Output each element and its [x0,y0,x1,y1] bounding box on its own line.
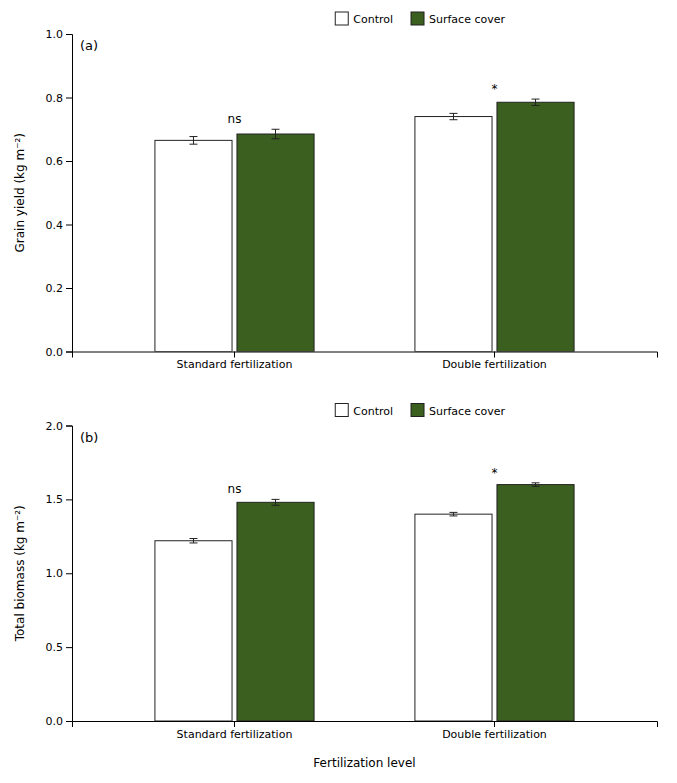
tick: Double fertilization [442,352,547,372]
error-bar [189,539,197,543]
bar [497,102,574,351]
tick: 0.5 [46,641,73,654]
bar [237,134,314,351]
legend-swatch [411,12,424,25]
tick-mark [66,499,72,500]
tick: 2.0 [46,420,73,433]
bar [155,140,232,351]
legend-entry: Control [353,405,393,418]
tick: 0.0 [46,346,73,359]
tick: Double fertilization [442,721,547,741]
error-bar [272,499,280,505]
tick: 0.8 [46,92,73,105]
y-axis: 0.0 0.5 1.0 1.5 2.0 [46,420,73,729]
x-axis-title: Fertilization level [313,756,415,770]
axis-line [66,35,73,353]
y-axis-title: Grain yield (kg m⁻²) [13,133,27,253]
axis-line [73,352,658,358]
y-axis-title: Total biomass (kg m⁻²) [13,505,27,642]
legend: Control Surface cover [335,12,505,26]
tick-label: 2.0 [46,420,64,433]
legend-entry: Surface cover [429,405,505,418]
tick: Standard fertilization [177,721,293,741]
tick-mark [494,721,495,727]
tick: 1.0 [46,567,73,580]
tick-label: Standard fertilization [177,358,293,371]
y-axis: 0.0 0.2 0.4 0.6 0.8 1.0 [46,28,73,359]
tick-label: 1.0 [46,28,64,41]
tick: Standard fertilization [177,352,293,372]
error-bar [449,512,457,516]
bar [415,514,492,721]
significance-label: ns [228,112,242,126]
panel-label: (a) [80,38,98,53]
tick-label: Double fertilization [442,728,547,741]
legend-swatch [411,404,424,417]
panel: 0.0 0.5 1.0 1.5 2.0 Standard fertilization Dou… [13,404,658,771]
tick-label: 1.5 [46,493,64,506]
bar [237,502,314,721]
axis-line [73,722,658,728]
legend: Control Surface cover [335,404,505,418]
tick: 1.5 [46,493,73,506]
tick-mark [66,573,72,574]
error-bar [189,137,197,145]
error-bar [449,113,457,119]
tick: 0.6 [46,155,73,168]
tick-mark [66,98,72,99]
tick-label: Double fertilization [442,358,547,371]
tick-label: 0.5 [46,641,64,654]
tick-mark [66,288,72,289]
significance-label: ns [228,482,242,496]
legend-swatch [335,404,348,417]
legend-entry: Control [353,13,393,26]
tick-mark [66,647,72,648]
axis-line [66,426,73,722]
tick-mark [66,352,72,353]
tick-label: 1.0 [46,567,64,580]
plot-area [155,483,574,721]
legend-swatch [335,12,348,25]
error-bar [272,129,280,139]
bar [415,117,492,352]
bar [155,541,232,721]
legend-entry: Surface cover [429,13,505,26]
tick-label: 0.8 [46,92,64,105]
tick-mark [66,161,72,162]
tick: 1.0 [46,28,73,41]
tick-mark [494,352,495,358]
x-axis: Standard fertilization Double fertilizati… [73,721,658,741]
bar [497,485,574,721]
significance-label: * [492,82,498,96]
error-bar [532,483,540,487]
tick-label: 0.0 [46,346,64,359]
panel-label: (b) [80,430,98,445]
tick-mark [234,721,235,727]
tick: 0.0 [46,715,73,728]
tick-mark [66,426,72,427]
x-axis: Standard fertilization Double fertilizati… [73,352,658,372]
tick-label: 0.4 [46,219,64,232]
tick: 0.4 [46,219,73,232]
tick-label: Standard fertilization [177,728,293,741]
tick-mark [234,352,235,358]
tick-label: 0.2 [46,282,64,295]
tick-mark [66,721,72,722]
tick: 0.2 [46,282,73,295]
panel: 0.0 0.2 0.4 0.6 0.8 1.0 Standard fertilization… [13,12,658,371]
tick-mark [66,225,72,226]
tick-label: 0.6 [46,155,64,168]
significance-label: * [492,466,498,480]
error-bar [532,99,540,105]
tick-mark [66,34,72,35]
tick-label: 0.0 [46,715,64,728]
chart-canvas: 0.0 0.2 0.4 0.6 0.8 1.0 Standard fertilization… [0,0,677,783]
plot-area [155,99,574,351]
